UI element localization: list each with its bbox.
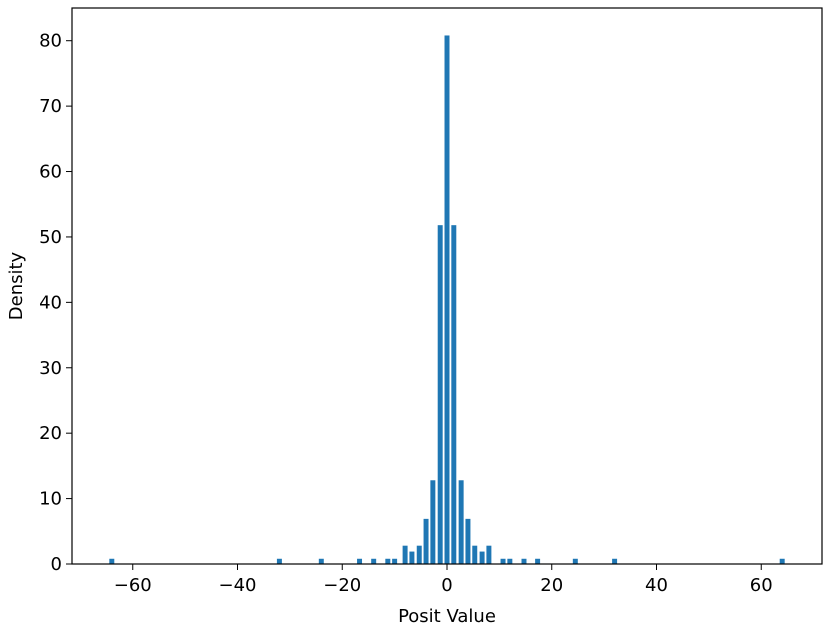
- bar: [479, 551, 485, 564]
- bar: [521, 558, 527, 564]
- bar: [402, 545, 408, 564]
- y-tick-label: 60: [39, 162, 62, 183]
- bar: [318, 558, 324, 564]
- bar: [572, 558, 578, 564]
- bar: [416, 545, 422, 564]
- x-tick-label: 40: [645, 575, 668, 596]
- bar: [409, 551, 415, 564]
- x-axis-label: Posit Value: [398, 606, 496, 627]
- bar: [392, 558, 398, 564]
- bar: [276, 558, 282, 564]
- bar: [423, 518, 429, 564]
- bar: [779, 558, 785, 564]
- bar: [451, 225, 457, 564]
- bar: [507, 558, 513, 564]
- bar: [109, 558, 115, 564]
- x-tick-label: 60: [750, 575, 773, 596]
- y-axis-label: Density: [6, 251, 27, 320]
- bar: [465, 518, 471, 564]
- bar: [486, 545, 492, 564]
- x-tick-label: 20: [540, 575, 563, 596]
- bar: [371, 558, 377, 564]
- y-tick-label: 10: [39, 489, 62, 510]
- y-tick-label: 50: [39, 227, 62, 248]
- y-tick-label: 30: [39, 358, 62, 379]
- y-tick-label: 40: [39, 292, 62, 313]
- bar: [535, 558, 541, 564]
- y-tick-label: 80: [39, 31, 62, 52]
- y-tick-label: 20: [39, 423, 62, 444]
- bar: [437, 225, 443, 564]
- y-tick-label: 70: [39, 96, 62, 117]
- bar: [430, 480, 436, 564]
- x-tick-label: −20: [323, 575, 361, 596]
- x-tick-label: −40: [219, 575, 257, 596]
- bar: [357, 558, 363, 564]
- x-tick-label: −60: [114, 575, 152, 596]
- bar: [458, 480, 464, 564]
- x-tick-label: 0: [441, 575, 452, 596]
- y-tick-label: 0: [51, 554, 62, 575]
- bar: [612, 558, 618, 564]
- bar: [472, 545, 478, 564]
- plot-frame: [71, 7, 823, 565]
- bar: [444, 35, 450, 564]
- bar: [385, 558, 391, 564]
- bar: [500, 558, 506, 564]
